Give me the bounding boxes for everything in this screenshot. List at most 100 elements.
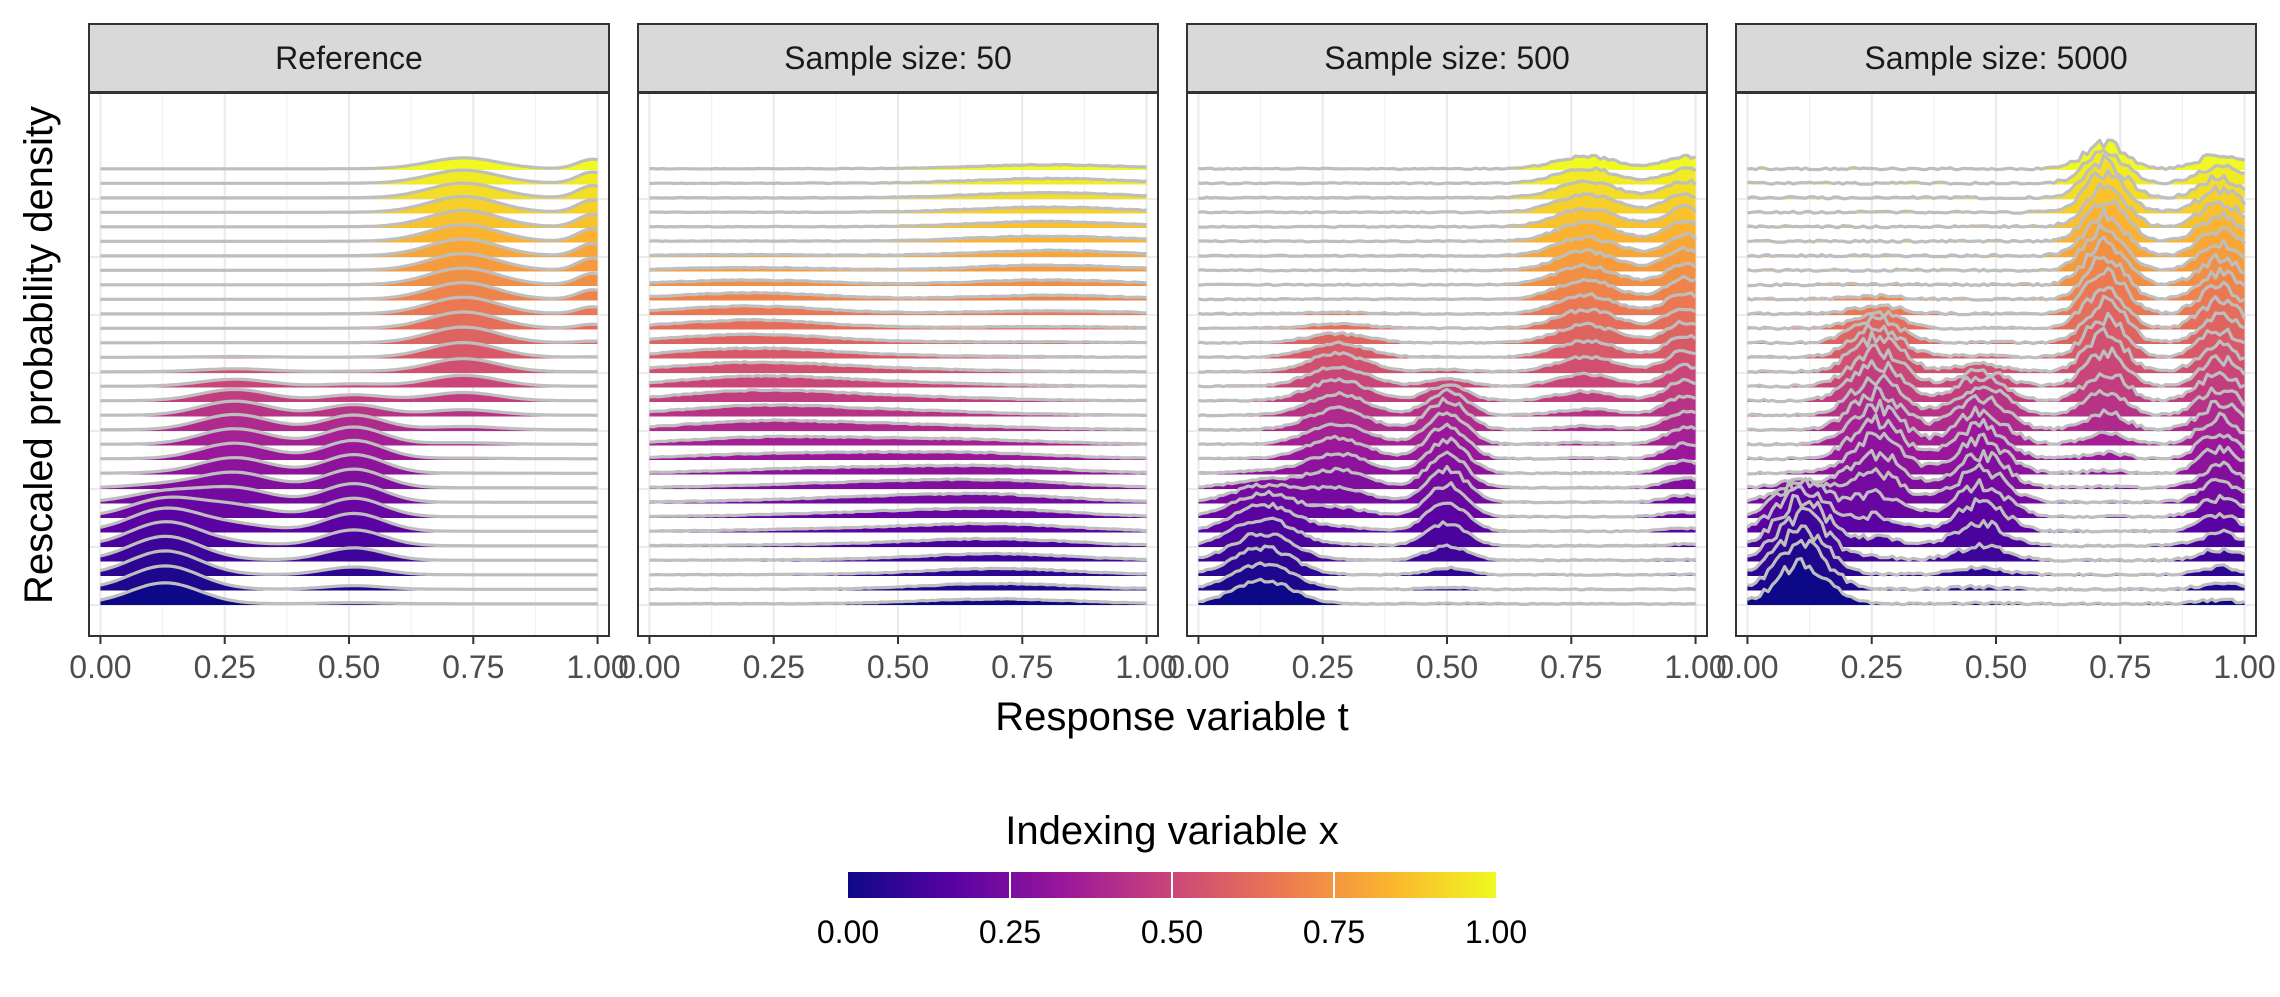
ridge-fill (1198, 335, 1696, 359)
ridge-line (1747, 448, 2246, 491)
ridge-line (100, 549, 598, 577)
x-tick-label: 0.50 (1965, 649, 2027, 685)
ridge-line (1747, 343, 2246, 389)
ridge-line (1747, 385, 2246, 433)
ridges (100, 156, 598, 606)
ridge-line (649, 506, 1147, 519)
ridge-line (1197, 501, 1697, 534)
ridge-line (1198, 246, 1697, 273)
ridge-x-0.100 (1198, 532, 1696, 563)
ridge-x-0.200 (649, 506, 1147, 519)
ridges (1197, 153, 1697, 606)
ridge-line (100, 266, 598, 287)
ridge-line (1198, 261, 1697, 287)
ridge-line (1198, 291, 1697, 316)
ridge-line (100, 357, 598, 374)
ridge-line (649, 190, 1147, 200)
ridge-line (1747, 138, 2245, 172)
ridge-line (1197, 481, 1696, 519)
ridge-line (1747, 326, 2246, 375)
panel-2: Sample size: 50 0.00 0.25 0.50 0.75 1.00 (618, 23, 1178, 685)
ridge-line (1746, 476, 2246, 520)
x-tick-label: 0.75 (1540, 649, 1602, 685)
ridge-line (1746, 493, 2245, 549)
ridge-line (1197, 387, 1697, 418)
ridge-x-0.933 (100, 181, 598, 200)
ridge-fill (100, 427, 598, 446)
x-axis-title: Response variable t (995, 695, 1349, 739)
ridge-x-0.500 (649, 373, 1147, 388)
ridge-line (649, 332, 1147, 345)
facet-strip-label: Sample size: 500 (1324, 40, 1569, 76)
colorbar-tick-label: 0.75 (1303, 914, 1365, 950)
ridge-line (649, 373, 1147, 388)
ridge-x-0.400 (100, 412, 598, 432)
ridge-line (649, 234, 1147, 243)
ridge-x-0.500 (100, 373, 598, 388)
x-tick-label: 0.50 (867, 649, 929, 685)
ridge-x-0.167 (100, 506, 598, 533)
ridge-line (1746, 485, 2245, 534)
facet-strip-label: Reference (275, 40, 423, 76)
ridge-x-0.800 (100, 237, 598, 258)
ridge-line (1747, 148, 2245, 186)
ridge-line (1198, 377, 1697, 403)
ridge-x-0.000 (1198, 577, 1696, 606)
ridge-line (1198, 544, 1697, 577)
ridge-fill (100, 268, 598, 286)
ridge-fill (649, 361, 1147, 373)
x-axis-ticks: 0.00 0.25 0.50 0.75 1.00 (1716, 636, 2276, 685)
ridge-line (1746, 206, 2246, 259)
ridge-line (1198, 319, 1696, 345)
x-tick-label: 0.25 (1841, 649, 1903, 685)
ridge-x-0.567 (1198, 334, 1697, 360)
ridge-x-0.300 (100, 453, 598, 475)
x-axis-ticks: 0.00 0.25 0.50 0.75 1.00 (618, 636, 1178, 685)
ridge-line (1198, 219, 1697, 244)
ridge-x-0.633 (100, 310, 598, 330)
ridge-line (1198, 411, 1697, 447)
x-tick-label: 1.00 (2213, 649, 2275, 685)
ridge-x-0.233 (649, 491, 1147, 504)
ridge-x-0.033 (649, 581, 1147, 592)
ridge-x-0.267 (649, 477, 1147, 489)
ridge-x-0.800 (649, 248, 1147, 258)
ridge-line (100, 168, 598, 185)
ridge-x-0.133 (100, 520, 598, 548)
ridge-x-0.133 (649, 536, 1147, 548)
ridge-x-0.733 (100, 266, 598, 287)
facet-strip (88, 23, 610, 93)
ridge-fill (100, 508, 598, 533)
ridge-line (649, 263, 1147, 272)
ridge-x-1.000 (649, 162, 1147, 171)
ridge-line (1198, 362, 1696, 389)
ridge-fill (1198, 321, 1696, 344)
ridge-x-0.367 (649, 434, 1147, 446)
ridge-line (1198, 166, 1697, 186)
ridge-fill (1198, 518, 1696, 547)
facet-strip (1186, 23, 1708, 93)
ridge-line (1198, 436, 1697, 476)
x-tick-label: 0.00 (618, 649, 680, 685)
ridge-line (1198, 577, 1696, 606)
x-tick-label: 1.00 (1664, 649, 1726, 685)
ridge-line (100, 181, 598, 200)
ridge-line (1198, 450, 1697, 490)
ridge-fill (100, 401, 598, 417)
ridge-x-1.000 (100, 156, 598, 171)
ridge-line (100, 453, 598, 475)
ridge-x-1.000 (1198, 153, 1697, 171)
x-axis-ticks: 0.00 0.25 0.50 0.75 1.00 (1167, 636, 1727, 685)
ridge-x-0.100 (100, 534, 598, 562)
ridge-line (649, 477, 1147, 489)
ridge-line (649, 248, 1147, 258)
ridge-line (1198, 334, 1697, 360)
ridge-fill (100, 239, 598, 257)
facet-strip (1735, 23, 2257, 93)
ridge-line (1747, 359, 2246, 404)
ridge-line (1198, 422, 1696, 461)
ridge-fill (100, 253, 598, 272)
colorbar-tick-label: 0.25 (979, 914, 1041, 950)
ridge-x-0.700 (649, 290, 1147, 301)
